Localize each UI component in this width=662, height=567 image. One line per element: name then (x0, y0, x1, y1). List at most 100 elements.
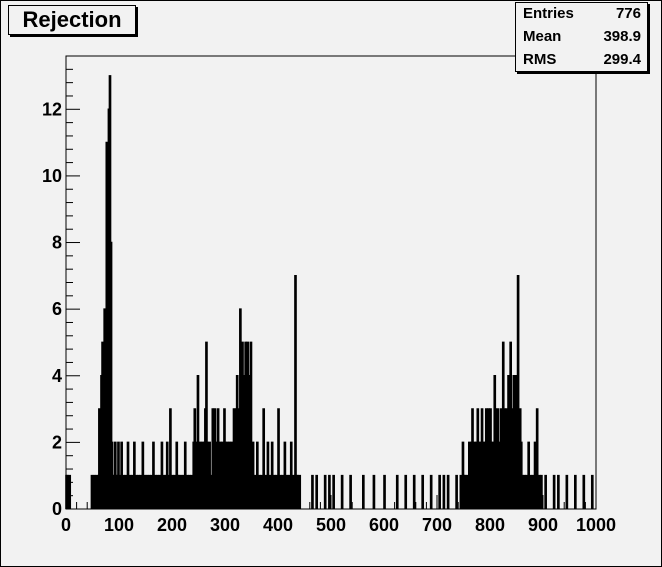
y-tick-label: 6 (52, 299, 62, 319)
stats-box: Entries 776 Mean 398.9 RMS 299.4 (515, 2, 648, 72)
histogram-bar-153 (412, 474, 416, 509)
histogram-bar-56 (177, 474, 181, 509)
histogram-bar-227 (557, 474, 560, 509)
chart-title: Rejection (22, 7, 122, 32)
histogram-bar-117 (251, 441, 255, 509)
histogram-bar-59 (183, 441, 187, 509)
histogram-bar-221 (533, 441, 537, 509)
histogram-bar-128 (275, 474, 278, 509)
histogram-bar-52 (171, 474, 174, 509)
histogram-bar-142 (315, 474, 319, 509)
histogram-bar-135 (289, 441, 293, 509)
stats-mean-label: Mean (523, 28, 562, 45)
histogram-bar-126 (270, 441, 274, 509)
histogram-bar-115 (249, 341, 253, 509)
histogram-bar-148 (362, 474, 365, 509)
histogram-bar-145 (332, 474, 335, 509)
histogram-bar-50 (166, 474, 170, 509)
histogram-bar-125 (268, 474, 272, 509)
histogram-bar-37 (141, 441, 145, 509)
histogram-bar-154 (421, 474, 425, 509)
histogram-bar-204 (509, 341, 512, 509)
histogram-bar-118 (253, 474, 257, 509)
histogram-bar-38 (143, 474, 147, 509)
histogram-bar-158 (446, 474, 450, 509)
histogram-bar-47 (162, 474, 166, 509)
histogram-bar-168 (471, 408, 474, 509)
histogram-bar-157 (442, 474, 446, 509)
histogram-bar-152 (404, 474, 408, 509)
histogram-bar-40 (147, 474, 151, 509)
histogram-bar-229 (574, 474, 577, 509)
histogram-bar-34 (135, 474, 138, 509)
histogram-bar-131 (281, 474, 285, 509)
histogram-bar-121 (260, 474, 263, 509)
histogram-bar-159 (455, 474, 458, 509)
histogram-bar-81 (213, 408, 217, 509)
histogram-bar-58 (181, 474, 185, 509)
histogram-bar-1 (66, 474, 69, 509)
histogram-bar-226 (552, 474, 556, 509)
histogram-bar-2 (68, 474, 72, 509)
stats-mean-value: 398.9 (603, 28, 641, 45)
histogram-bar-222 (535, 408, 539, 509)
histogram-bar-139 (296, 474, 299, 509)
histogram-bar-5 (94, 474, 98, 509)
histogram-bar-119 (256, 441, 259, 509)
title-box: Rejection (8, 5, 136, 35)
x-tick-label: 100 (104, 515, 134, 535)
histogram-bar-231 (590, 474, 594, 509)
histogram-bar-53 (173, 474, 176, 509)
histogram-bar-7 (98, 408, 101, 509)
histogram-bar-84 (216, 408, 220, 509)
histogram-bar-43 (154, 474, 157, 509)
histogram-bar-211 (516, 275, 520, 509)
stats-row-rms: RMS 299.4 (516, 49, 647, 72)
histogram-bar-218 (527, 441, 531, 509)
histogram-bar-144 (328, 474, 331, 509)
histogram-bar-124 (266, 441, 270, 509)
histogram-bar-33 (133, 441, 136, 509)
histogram-bar-220 (531, 474, 535, 509)
histogram-bar-230 (582, 474, 586, 509)
x-tick-label: 400 (263, 515, 293, 535)
histogram-bar-45 (158, 474, 162, 509)
histogram-bar-36 (139, 474, 143, 509)
histogram-bar-155 (429, 474, 433, 509)
x-tick-label: 0 (61, 515, 71, 535)
stats-entries-value: 776 (615, 5, 641, 22)
histogram-bar-146 (340, 474, 344, 509)
stats-rms-value: 299.4 (603, 51, 641, 68)
histogram-bar-228 (565, 474, 569, 509)
histogram-bar-4 (92, 474, 96, 509)
histogram-bar-64 (193, 408, 197, 509)
histogram-bar-140 (298, 474, 302, 509)
histogram-bar-51 (169, 408, 172, 509)
histogram-bar-32 (130, 474, 134, 509)
histogram-bar-18 (109, 241, 113, 509)
histogram-bar-27 (120, 441, 123, 509)
histogram-bar-134 (287, 474, 291, 509)
histogram-bar-216 (523, 474, 526, 509)
histogram-bar-129 (277, 408, 280, 509)
histogram-bar-133 (285, 474, 289, 509)
histogram-bar-163 (463, 474, 467, 509)
x-tick-label: 600 (369, 515, 399, 535)
histogram-bar-3 (90, 474, 94, 509)
histogram-bar-224 (540, 474, 543, 509)
stats-entries-label: Entries (523, 5, 574, 22)
histogram-bar-78 (209, 474, 213, 509)
histogram-bar-41 (150, 474, 153, 509)
x-tick-label: 500 (316, 515, 346, 535)
histogram-bar-62 (190, 474, 193, 509)
histogram-bar-46 (160, 441, 164, 509)
histogram-bar-120 (258, 474, 261, 509)
stats-row-entries: Entries 776 (516, 3, 647, 26)
x-tick-label: 700 (422, 515, 452, 535)
histogram-bar-122 (262, 408, 266, 509)
x-tick-label: 1000 (576, 515, 616, 535)
y-tick-label: 10 (42, 166, 62, 186)
x-tick-label: 800 (475, 515, 505, 535)
histogram-bar-39 (145, 474, 149, 509)
